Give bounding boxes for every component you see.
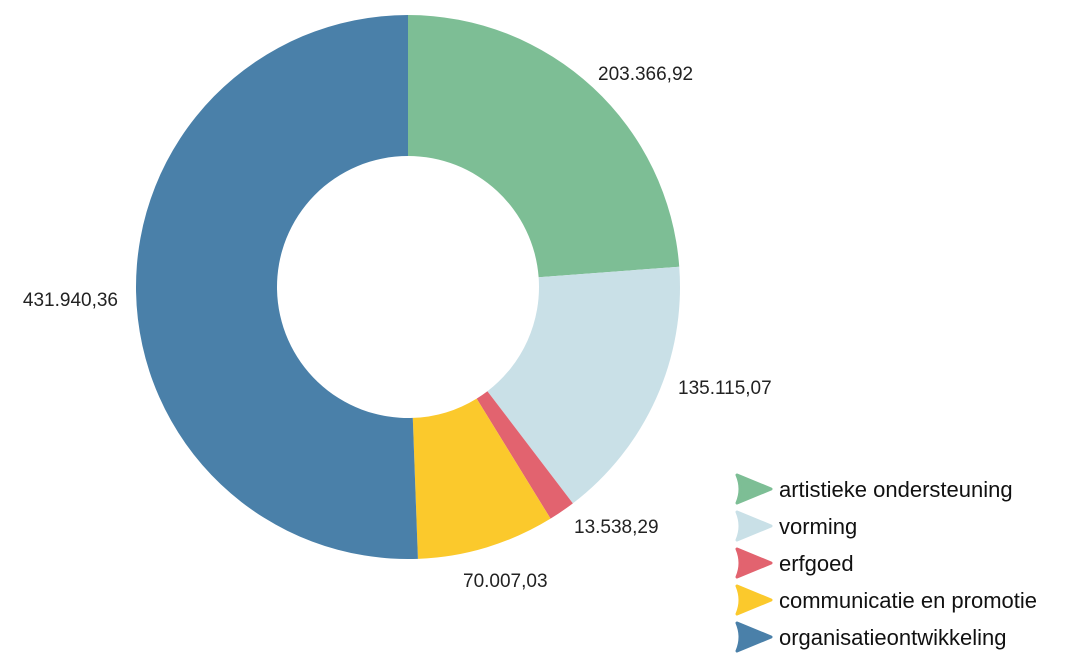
slice-value-label: 431.940,36 [23, 290, 118, 311]
legend-item: communicatie en promotie [735, 584, 1037, 616]
donut-slice-communicatie-en-promotie [412, 398, 551, 559]
donut-slice-erfgoed [476, 391, 573, 519]
legend-label: organisatieontwikkeling [779, 625, 1006, 650]
legend-label: vorming [779, 514, 857, 539]
donut-slice-vorming [487, 266, 680, 504]
legend-swatch-icon [735, 473, 773, 505]
slice-value-label: 70.007,03 [463, 571, 548, 592]
legend-item: erfgoed [735, 547, 854, 579]
slice-value-label: 203.366,92 [598, 64, 693, 85]
legend-swatch-icon [735, 510, 773, 542]
donut-slice-organisatieontwikkeling [136, 15, 418, 559]
legend-swatch-icon [735, 584, 773, 616]
chart-legend: artistieke ondersteuning vorming erfgoed co… [735, 473, 1037, 653]
donut-value-labels: 203.366,92 135.115,07 13.538,29 70.007,03 43… [23, 64, 772, 592]
legend-item: artistieke ondersteuning [735, 473, 1013, 505]
legend-label: communicatie en promotie [779, 588, 1037, 613]
slice-value-label: 13.538,29 [574, 517, 659, 538]
donut-slices [136, 15, 680, 559]
legend-label: artistieke ondersteuning [779, 477, 1013, 502]
legend-swatch-icon [735, 547, 773, 579]
legend-swatch-icon [735, 621, 773, 653]
legend-item: organisatieontwikkeling [735, 621, 1006, 653]
legend-label: erfgoed [779, 551, 854, 576]
slice-value-label: 135.115,07 [678, 378, 772, 399]
donut-slice-artistieke-ondersteuning [408, 15, 680, 278]
legend-item: vorming [735, 510, 857, 542]
